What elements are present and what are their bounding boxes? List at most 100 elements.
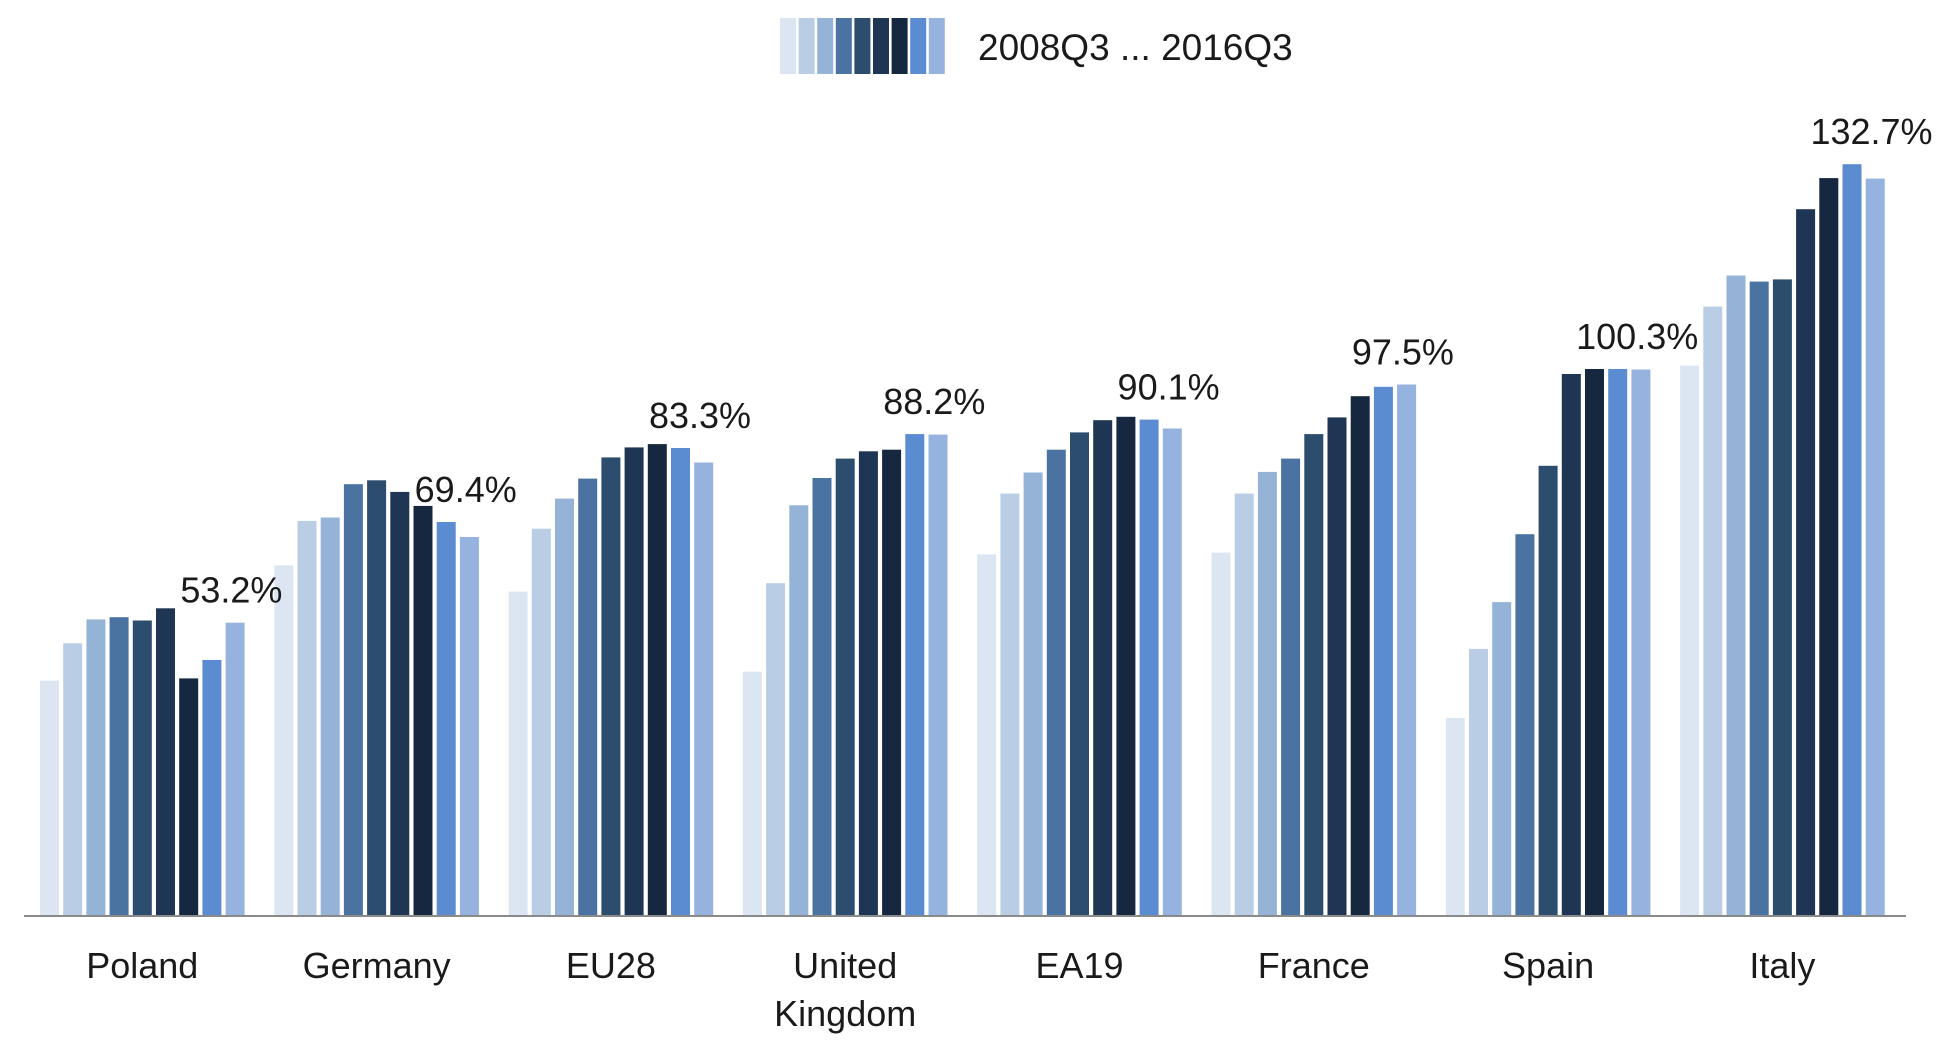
bar: [1772, 279, 1792, 916]
bar: [1585, 369, 1604, 916]
bar: [905, 434, 925, 916]
bar: [1093, 420, 1113, 916]
bar: [297, 520, 317, 916]
bar: [320, 517, 340, 916]
bar: [647, 444, 667, 916]
tick-label: EU28: [566, 945, 656, 986]
bar: [1000, 493, 1020, 916]
data-label: 90.1%: [1118, 367, 1220, 408]
bar: [132, 620, 152, 916]
bar: [63, 643, 83, 916]
data-label: 100.3%: [1576, 316, 1698, 357]
bar: [390, 491, 410, 916]
bars: [40, 164, 1885, 917]
tick-label: United Kingdom: [774, 945, 916, 1034]
bar: [624, 447, 644, 916]
bar: [1515, 534, 1535, 916]
bar: [601, 457, 621, 916]
bar: [835, 458, 855, 916]
legend-swatch: [910, 18, 927, 74]
bar: [1070, 432, 1089, 916]
bar: [1023, 472, 1043, 916]
bar: [436, 522, 456, 916]
bar: [882, 449, 902, 916]
bar: [1327, 417, 1347, 916]
bar: [1608, 369, 1628, 916]
bar: [766, 583, 786, 916]
bar: [1865, 178, 1885, 917]
bar: [459, 537, 479, 916]
bar: [1749, 281, 1769, 917]
bar: [1281, 458, 1301, 916]
data-label: 132.7%: [1810, 111, 1932, 152]
bar: [578, 478, 598, 916]
tick-label: Spain: [1502, 945, 1594, 986]
bar: [1046, 449, 1066, 916]
bar: [1162, 428, 1182, 916]
bar: [694, 462, 714, 916]
bar: [1561, 374, 1581, 916]
tick-label: France: [1258, 945, 1370, 986]
bar: [977, 554, 997, 916]
bar: [1373, 386, 1393, 916]
bar: [1116, 416, 1136, 916]
bar: [1234, 493, 1254, 916]
data-label: 97.5%: [1352, 332, 1454, 373]
bar: [789, 505, 809, 916]
tick-label: Germany: [303, 945, 451, 986]
category-labels: Poland Germany EU28 United Kingdom EA19 France…: [86, 945, 1815, 1034]
data-label: 69.4%: [415, 469, 517, 510]
tick-label: Poland: [86, 945, 198, 986]
legend-swatch: [798, 18, 815, 74]
bar: [1350, 396, 1370, 916]
bar: [1139, 419, 1159, 916]
legend-swatch: [835, 18, 852, 74]
bar: [742, 671, 762, 916]
bar: [531, 528, 551, 916]
bar: [1492, 602, 1512, 916]
data-label: 53.2%: [180, 570, 282, 611]
bar: [671, 448, 690, 916]
bar: [1819, 178, 1839, 917]
bar: [1631, 369, 1651, 916]
bar: [1538, 465, 1558, 916]
bar: [202, 660, 222, 916]
bar: [109, 617, 129, 916]
bar: [1397, 384, 1417, 916]
tick-label: EA19: [1035, 945, 1123, 986]
bar: [508, 591, 528, 916]
bar: [274, 565, 294, 916]
bar: [928, 434, 948, 916]
data-label: 88.2%: [883, 381, 985, 422]
bar: [1469, 648, 1488, 916]
bar: [40, 680, 59, 916]
bar: [1842, 164, 1862, 916]
bar: [1703, 306, 1723, 917]
legend-swatch: [891, 18, 908, 74]
data-label: 83.3%: [649, 395, 751, 436]
legend-swatch: [780, 18, 796, 74]
bar: [413, 505, 433, 916]
bar: [343, 484, 363, 916]
legend: 2008Q3 ... 2016Q3: [780, 18, 1293, 74]
bar: [1726, 275, 1746, 916]
bar: [86, 619, 106, 916]
bar: [812, 478, 832, 916]
legend-swatch: [854, 18, 871, 74]
bar: [1257, 471, 1277, 916]
bar: [555, 498, 574, 916]
legend-swatches: [780, 18, 945, 74]
tick-label: Italy: [1749, 945, 1815, 986]
legend-swatch: [928, 18, 945, 74]
bar: [1680, 365, 1700, 917]
bar: [179, 678, 199, 916]
bar: [1211, 552, 1231, 916]
bar: [156, 608, 175, 916]
bar: [1445, 717, 1465, 916]
bar: [1304, 434, 1324, 916]
bar: [858, 451, 878, 916]
bar: [367, 480, 387, 916]
legend-swatch: [873, 18, 889, 74]
